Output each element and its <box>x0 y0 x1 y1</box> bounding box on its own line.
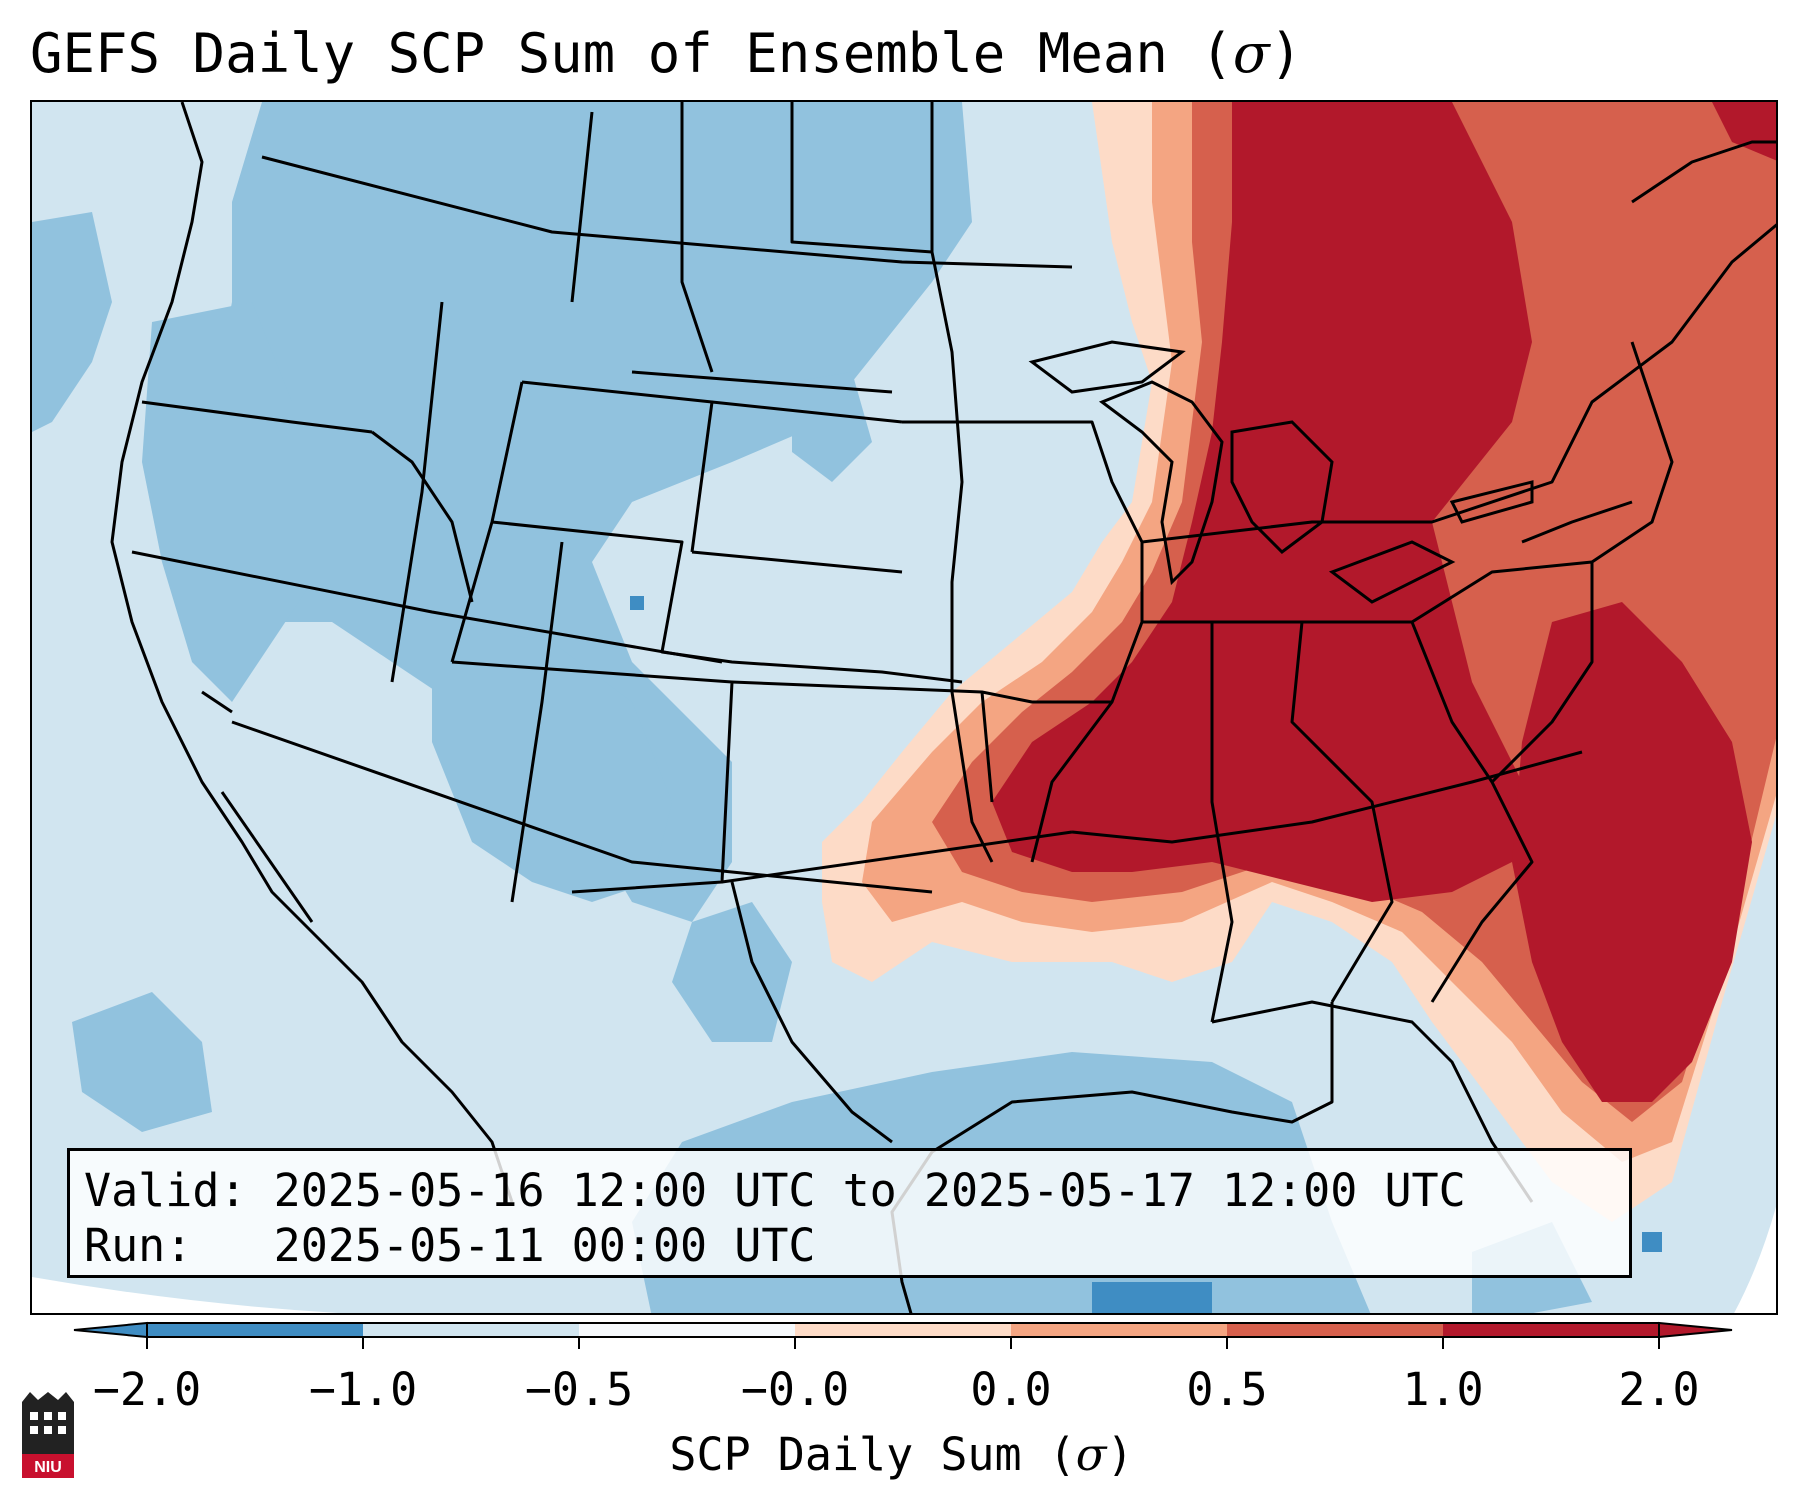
colorbar-tick-label: −0.5 <box>525 1363 633 1416</box>
valid-value: 2025-05-16 12:00 UTC to 2025-05-17 12:00… <box>273 1164 1466 1217</box>
out-of-domain-area <box>32 1277 339 1313</box>
svg-text:NIU: NIU <box>34 1459 62 1476</box>
valid-label: Valid: <box>84 1164 247 1217</box>
map-panel <box>30 100 1778 1315</box>
colorbar-label: SCP Daily Sum (σ) <box>669 1428 1134 1481</box>
colorbar-segment <box>1011 1323 1228 1337</box>
colorbar-segment <box>147 1323 364 1337</box>
colorbar-tick-label: −2.0 <box>93 1363 201 1416</box>
colorbar: −2.0 −1.0 −0.5 −0.0 0.0 0.5 1.0 2.0 <box>73 1321 1733 1416</box>
colorbar-segment <box>363 1323 580 1337</box>
colorbar-ticks: −2.0 −1.0 −0.5 −0.0 0.0 0.5 1.0 2.0 <box>93 1337 1700 1416</box>
colorbar-segments <box>73 1321 1733 1339</box>
run-label: Run: <box>84 1219 193 1272</box>
colorbar-segment <box>1443 1323 1660 1337</box>
colorbar-extend-high <box>1658 1321 1733 1339</box>
state-borders <box>110 102 1776 1313</box>
colorbar-extend-low <box>73 1321 148 1339</box>
colorbar-segment <box>1227 1323 1444 1337</box>
very-strong-positive-regions <box>992 102 1776 1102</box>
scp-map <box>32 102 1776 1313</box>
run-value: 2025-05-11 00:00 UTC <box>273 1219 816 1272</box>
colorbar-tick-label: 1.0 <box>1402 1363 1483 1416</box>
colorbar-outline <box>146 1322 1660 1338</box>
university-seal-icon: NIU <box>22 1392 74 1478</box>
great-lakes <box>1028 340 1534 604</box>
colorbar-tick-label: 0.0 <box>970 1363 1051 1416</box>
page-title: GEFS Daily SCP Sum of Ensemble Mean (σ) <box>30 22 1303 85</box>
colorbar-tick-label: −1.0 <box>309 1363 417 1416</box>
colorbar-tick-label: −0.0 <box>741 1363 849 1416</box>
valid-run-info-box: Valid: 2025-05-16 12:00 UTC to 2025-05-1… <box>67 1148 1632 1278</box>
colorbar-tick-label: 0.5 <box>1186 1363 1267 1416</box>
colorbar-segment <box>795 1323 1012 1337</box>
colorbar-segment <box>579 1323 796 1337</box>
colorbar-tick-label: 2.0 <box>1618 1363 1699 1416</box>
strong-negative-regions <box>630 596 1662 1313</box>
